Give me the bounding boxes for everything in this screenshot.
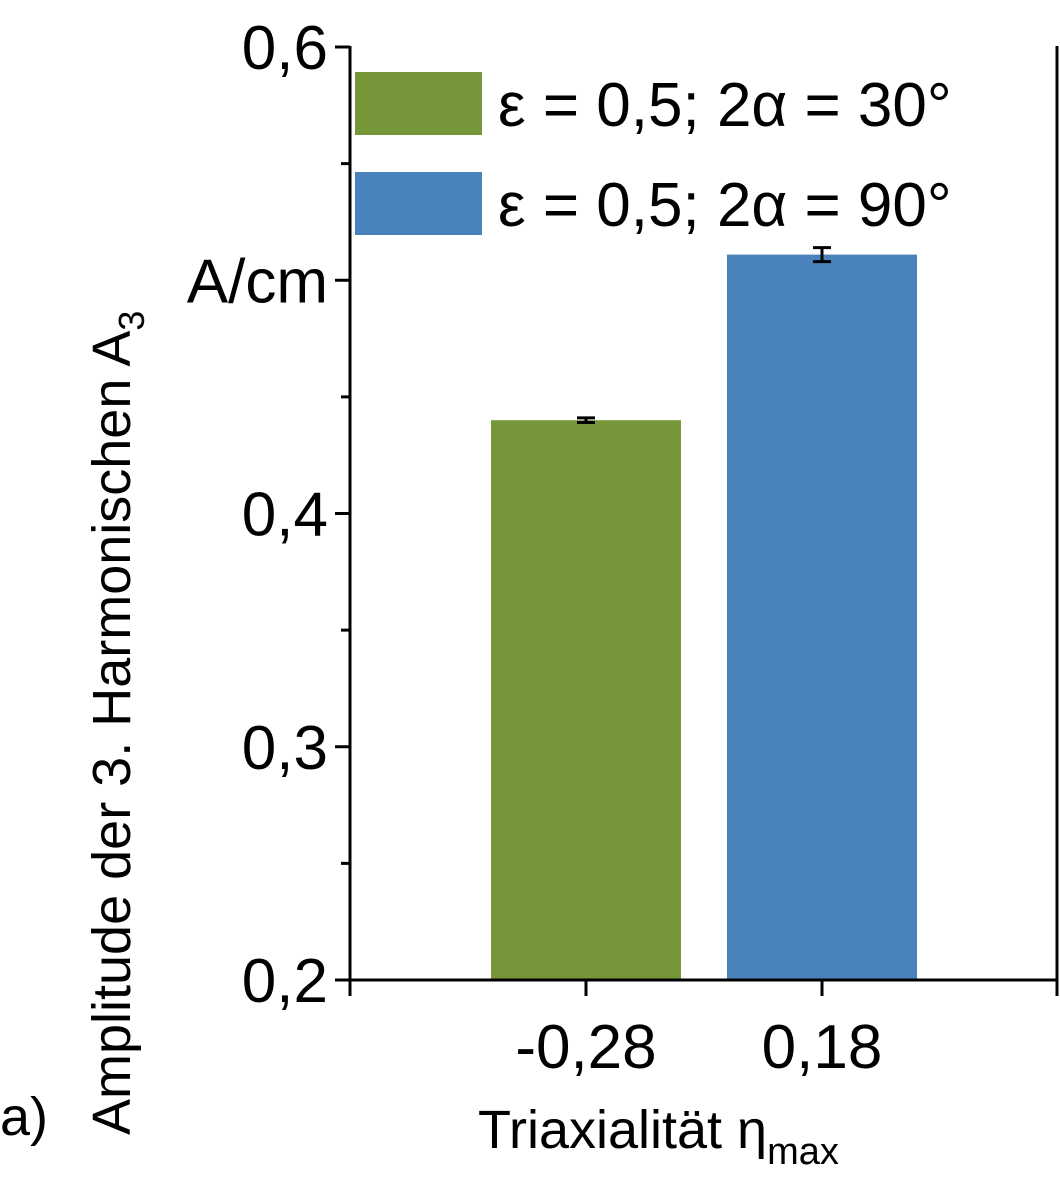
y-axis-label: Amplitude der 3. Harmonischen A3	[82, 311, 152, 1135]
panel-label: a)	[0, 1087, 48, 1147]
x-tick-label: 0,18	[762, 1013, 883, 1082]
y-tick-label: A/cm	[187, 247, 328, 316]
legend-swatch	[355, 72, 482, 135]
legend-label: ε = 0,5; 2α = 30°	[498, 71, 952, 140]
y-tick-label: 0,2	[242, 947, 328, 1016]
y-tick-label: 0,4	[242, 481, 328, 550]
y-tick-label: 0,3	[242, 714, 328, 783]
legend-swatch	[355, 172, 482, 235]
bar-1-1	[727, 254, 917, 980]
y-tick-label: 0,6	[242, 14, 328, 83]
x-axis-label: Triaxialität ηmax	[478, 1100, 839, 1173]
legend-label: ε = 0,5; 2α = 90°	[498, 171, 952, 240]
x-tick-label: -0,28	[515, 1013, 656, 1082]
bar-0-0	[491, 420, 681, 980]
